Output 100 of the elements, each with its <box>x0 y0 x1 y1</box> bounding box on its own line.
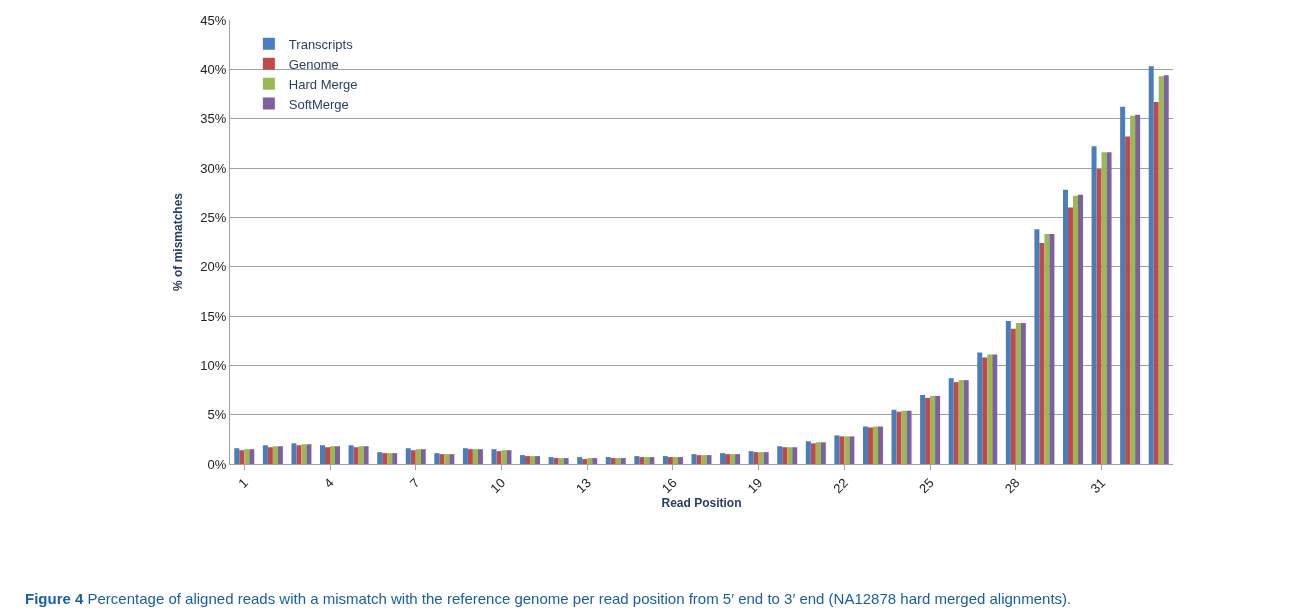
bar <box>758 452 764 464</box>
bar <box>877 426 883 464</box>
bar <box>353 447 359 464</box>
bar <box>925 397 931 464</box>
bar <box>306 444 312 464</box>
x-tick-label: 31 <box>1087 475 1109 497</box>
bar <box>782 447 788 464</box>
bar <box>720 453 726 464</box>
bar <box>1120 106 1126 464</box>
y-tick-label: 20% <box>200 259 227 275</box>
bar <box>958 380 964 464</box>
bar <box>1163 75 1169 464</box>
legend-label: Transcripts <box>288 36 354 52</box>
bar <box>272 446 278 464</box>
y-tick-label: 25% <box>200 209 227 225</box>
bar <box>296 445 302 464</box>
bar <box>462 448 468 464</box>
bar <box>410 450 416 464</box>
bar <box>730 454 736 464</box>
bar <box>587 458 593 464</box>
bar <box>992 354 998 464</box>
bar <box>787 447 793 464</box>
bar <box>434 453 440 464</box>
bar <box>449 454 455 464</box>
x-tick-label: 16 <box>658 475 680 497</box>
bar <box>725 454 731 464</box>
bar <box>1135 114 1141 464</box>
bar <box>444 454 450 464</box>
bar <box>672 457 678 464</box>
bar <box>496 451 502 464</box>
bar <box>320 445 326 464</box>
bar <box>1153 101 1159 464</box>
bar <box>644 457 650 464</box>
bar <box>244 449 250 464</box>
bar <box>872 426 878 464</box>
bar <box>987 354 993 464</box>
bar <box>582 459 588 464</box>
bar <box>525 456 531 464</box>
bar <box>234 448 240 464</box>
bar <box>520 455 526 464</box>
x-tick-label: 25 <box>915 475 937 497</box>
bar <box>477 449 483 464</box>
bar <box>387 453 393 464</box>
bar <box>506 450 512 464</box>
bar <box>382 453 388 464</box>
bar <box>1091 146 1097 464</box>
bar <box>696 455 702 464</box>
bar <box>563 458 569 464</box>
bar <box>977 352 983 464</box>
bar <box>330 446 336 464</box>
bar <box>1067 207 1073 464</box>
bar <box>753 452 759 464</box>
x-tick-label: 13 <box>573 475 594 497</box>
bar <box>267 447 273 464</box>
bar <box>301 444 307 464</box>
bar <box>862 426 868 464</box>
bar <box>1072 195 1078 464</box>
bar <box>815 442 821 464</box>
bar <box>467 449 473 464</box>
bar <box>701 455 707 464</box>
y-tick-label: 35% <box>200 111 227 127</box>
bar <box>1015 322 1021 464</box>
x-axis-title: Read Position <box>661 496 742 511</box>
bar <box>577 457 583 464</box>
bar <box>491 449 497 464</box>
bar <box>1005 320 1011 464</box>
bar <box>805 441 811 464</box>
bar <box>377 452 383 464</box>
y-tick-label: 10% <box>200 357 227 373</box>
bar <box>620 458 626 464</box>
bar <box>1062 189 1068 464</box>
bar <box>605 457 611 464</box>
bar <box>530 456 536 464</box>
bar <box>1034 229 1040 464</box>
y-tick-label: 30% <box>200 160 227 176</box>
bar <box>405 448 411 464</box>
bar <box>249 449 255 464</box>
x-tick-label: 1 <box>235 475 252 491</box>
x-tick-label: 22 <box>830 475 852 497</box>
bar <box>472 449 478 464</box>
bar <box>291 443 297 464</box>
bar <box>1106 152 1112 464</box>
y-tick-label: 5% <box>207 407 227 423</box>
bar <box>639 457 645 464</box>
bar <box>667 457 673 464</box>
y-tick-label: 45% <box>200 12 227 28</box>
bar <box>239 450 245 464</box>
bar <box>1049 234 1055 464</box>
x-tick-label: 4 <box>321 475 337 491</box>
bar <box>358 446 364 464</box>
bar <box>867 427 873 464</box>
bar <box>1020 322 1026 464</box>
bar <box>839 436 845 464</box>
bar <box>335 446 341 464</box>
x-tick-label: 19 <box>744 475 766 497</box>
y-tick-label: 40% <box>200 61 227 77</box>
bar <box>553 458 559 464</box>
bar <box>348 445 354 464</box>
bar <box>748 451 754 464</box>
bar <box>891 409 897 464</box>
